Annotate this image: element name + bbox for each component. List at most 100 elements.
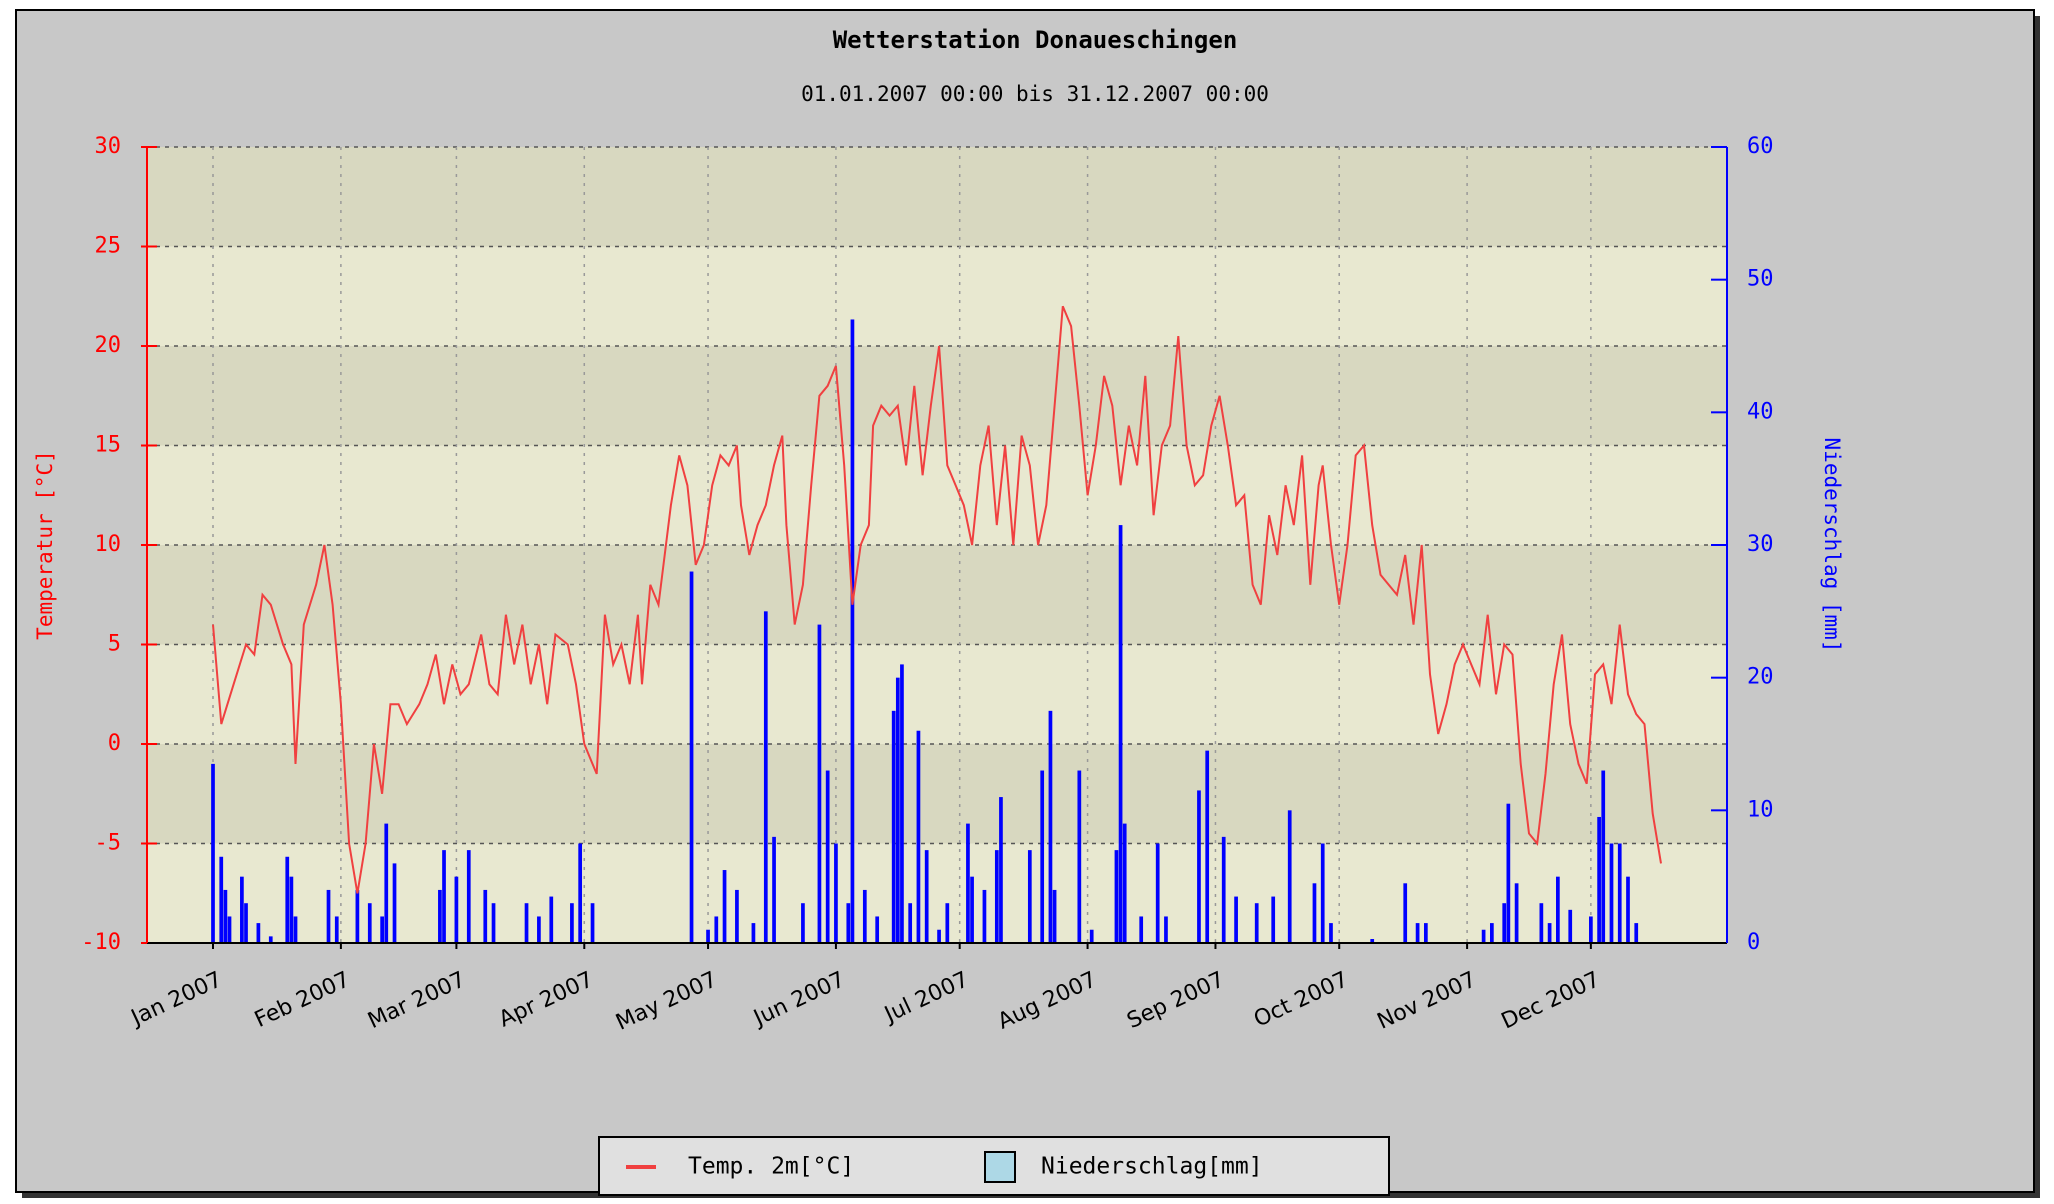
bar	[875, 916, 880, 943]
bar	[1048, 710, 1053, 943]
bar	[326, 889, 331, 943]
bar	[834, 843, 838, 943]
bar	[1481, 929, 1486, 943]
bar	[268, 936, 273, 943]
bar	[590, 903, 595, 943]
bar	[483, 889, 488, 943]
bar	[751, 923, 756, 943]
y2-tick-label: 50	[1747, 267, 1774, 292]
y2-axis-label: Niederschlag [mm]	[1820, 438, 1844, 653]
bar	[454, 876, 459, 943]
bar	[945, 903, 950, 943]
bar	[1155, 843, 1160, 943]
bar	[1597, 816, 1601, 943]
bar	[570, 903, 574, 943]
bar	[1506, 803, 1511, 943]
y2-tick-label: 60	[1747, 134, 1774, 159]
bar	[1539, 903, 1544, 943]
bar	[1118, 525, 1123, 943]
y-tick-label: 0	[108, 731, 121, 756]
bar	[1490, 923, 1494, 943]
bar	[714, 916, 719, 943]
bar	[689, 571, 694, 943]
bar	[1423, 923, 1428, 943]
bar	[1271, 896, 1276, 943]
bar	[1609, 843, 1614, 943]
bar	[1320, 843, 1325, 943]
bar	[999, 797, 1003, 943]
bar	[367, 903, 372, 943]
bar	[1626, 876, 1630, 943]
bar	[846, 903, 851, 943]
bar	[735, 889, 739, 943]
bar	[1139, 916, 1144, 943]
bar	[491, 903, 496, 943]
bar	[763, 611, 768, 943]
bar	[1370, 939, 1375, 943]
bar	[293, 916, 298, 943]
y2-tick-label: 10	[1747, 797, 1774, 822]
plot-band	[147, 545, 1727, 645]
plot-band	[147, 147, 1727, 247]
legend-label: Temp. 2m[°C]	[688, 1154, 854, 1180]
bar	[289, 876, 294, 943]
bar	[994, 850, 999, 943]
bar	[1077, 770, 1082, 943]
bar	[1568, 909, 1573, 943]
bar	[817, 624, 822, 943]
bar	[801, 903, 805, 943]
bar	[900, 664, 904, 943]
bar	[891, 710, 896, 943]
y2-tick-label: 40	[1747, 399, 1774, 424]
y-axis-label: Temperatur [°C]	[33, 450, 57, 640]
bar	[1164, 916, 1168, 943]
chart-subtitle: 01.01.2007 00:00 bis 31.12.2007 00:00	[801, 82, 1269, 106]
y2-tick-label: 30	[1747, 532, 1774, 557]
bar	[1027, 850, 1032, 943]
bar	[549, 896, 554, 943]
bar	[524, 903, 529, 943]
bar	[240, 876, 244, 943]
bar	[1556, 876, 1560, 943]
bar	[1089, 929, 1094, 943]
bar	[442, 850, 446, 943]
chart-title: Wetterstation Donaueschingen	[833, 26, 1238, 54]
bar	[924, 850, 929, 943]
bar	[772, 836, 776, 943]
y-tick-label: 10	[95, 532, 122, 557]
bar	[227, 916, 232, 943]
y-tick-label: 15	[95, 433, 122, 458]
bar	[1254, 903, 1259, 943]
bar	[1114, 850, 1119, 943]
bar	[1287, 810, 1292, 943]
bar	[1329, 923, 1333, 943]
bar	[1601, 770, 1606, 943]
bar	[578, 843, 583, 943]
bar	[982, 889, 987, 943]
bar	[1221, 836, 1226, 943]
bar	[1052, 889, 1057, 943]
bar	[1415, 923, 1420, 943]
bar	[908, 903, 913, 943]
bar	[1234, 896, 1238, 943]
y-tick-label: 25	[95, 234, 122, 259]
bar	[850, 319, 855, 943]
bar	[380, 916, 384, 943]
bar	[1589, 916, 1593, 943]
bar	[438, 889, 442, 943]
bar	[1617, 843, 1622, 943]
bar	[334, 916, 339, 943]
bar	[970, 876, 974, 943]
legend-swatch	[984, 1151, 1016, 1183]
y-tick-label: 30	[95, 134, 122, 159]
bar	[1122, 823, 1127, 943]
bar	[355, 889, 360, 943]
bar	[1403, 883, 1408, 943]
bar	[1312, 883, 1317, 943]
bar	[916, 730, 921, 943]
bar	[1040, 770, 1045, 943]
bar	[937, 929, 941, 943]
y-tick-label: -5	[95, 831, 122, 856]
bar	[1547, 923, 1552, 943]
